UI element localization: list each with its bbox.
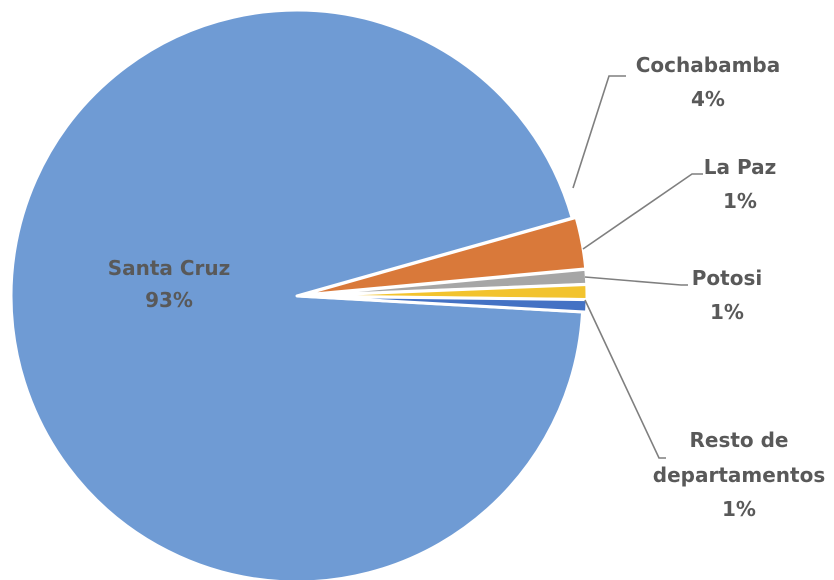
- label-santa-cruz-pct: 93%: [145, 288, 193, 312]
- label-resto-name-line1: Resto de: [689, 428, 788, 452]
- leader-line-potosi: [584, 276, 688, 286]
- label-resto-name-line2: departamentos: [653, 463, 825, 487]
- label-potosi-pct: 1%: [710, 300, 744, 324]
- slice-resto-de-departamentos: [299, 294, 589, 314]
- slice-santa-cruz: [9, 8, 585, 580]
- slice-labels: Santa Cruz 93% Cochabamba 4% La Paz 1% P…: [108, 53, 826, 521]
- pie-slices: [9, 8, 589, 580]
- label-potosi-name: Potosi: [692, 266, 762, 290]
- leader-line-resto-de-departamentos: [584, 299, 666, 459]
- label-santa-cruz-name: Santa Cruz: [108, 256, 231, 280]
- label-cochabamba-name: Cochabamba: [636, 53, 780, 77]
- label-resto-pct: 1%: [722, 497, 756, 521]
- leader-line-la-paz: [582, 173, 703, 250]
- label-cochabamba-pct: 4%: [691, 87, 725, 111]
- leader-lines: [572, 75, 703, 459]
- label-la-paz-pct: 1%: [723, 189, 757, 213]
- leader-line-cochabamba: [572, 75, 626, 189]
- label-la-paz-name: La Paz: [704, 155, 776, 179]
